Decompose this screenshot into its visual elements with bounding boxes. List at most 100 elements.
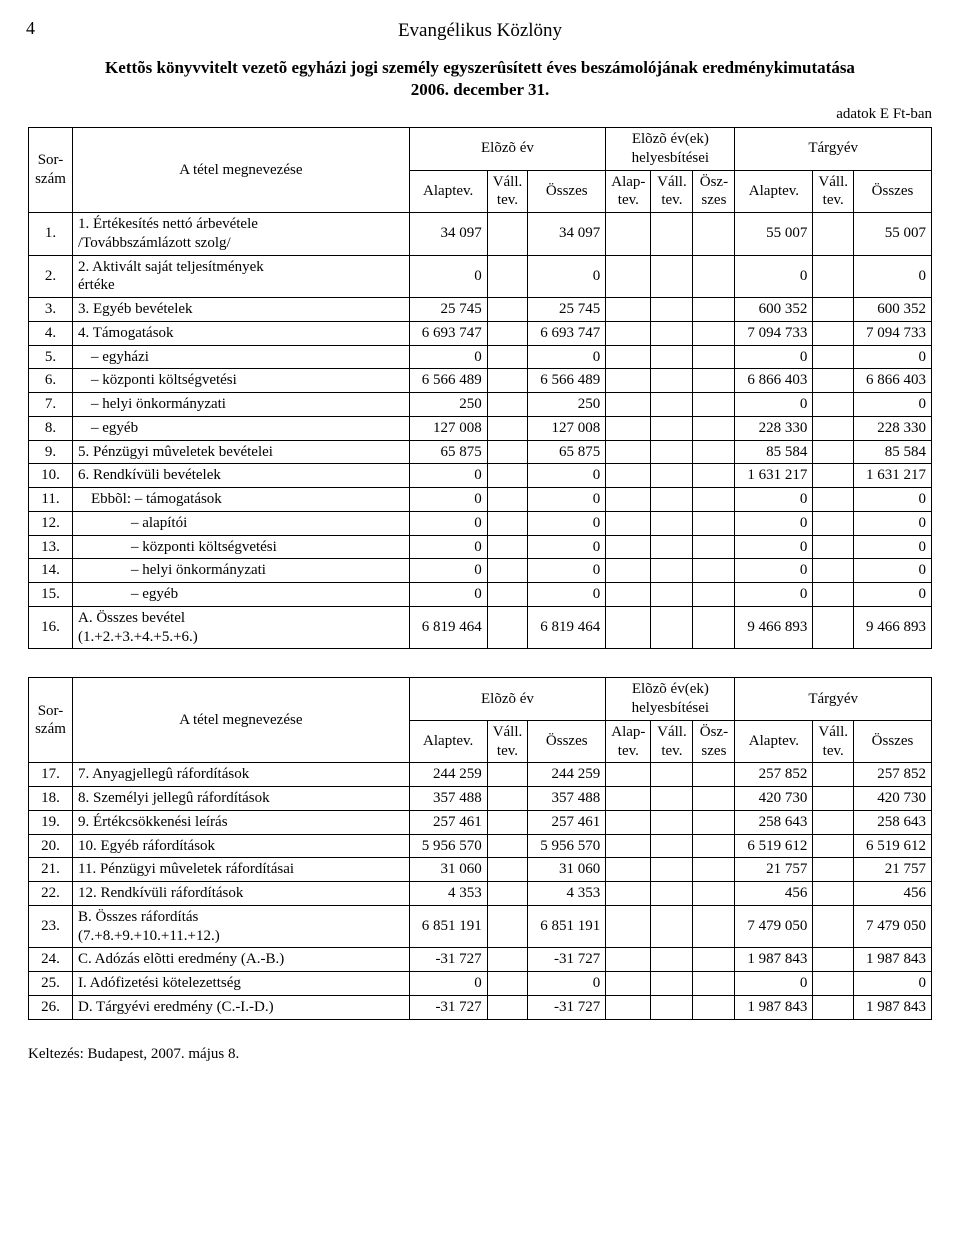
row-name: 10. Egyéb ráfordítások <box>73 834 410 858</box>
prev-alaptev: 0 <box>409 972 487 996</box>
corr-vall <box>651 298 693 322</box>
corr-vall <box>651 488 693 512</box>
corr-osszes <box>693 948 735 972</box>
col-prev-osszes: Összes <box>528 720 606 763</box>
targy-vall <box>813 464 854 488</box>
targy-vall <box>813 995 854 1019</box>
table-row: 14.– helyi önkormányzati0000 <box>29 559 932 583</box>
targy-vall <box>813 345 854 369</box>
prev-alaptev: 25 745 <box>409 298 487 322</box>
corr-vall <box>651 858 693 882</box>
corr-alaptev <box>606 440 651 464</box>
colgroup-helyesbites: Elõzõ év(ek)helyesbítései <box>606 678 735 721</box>
colgroup-elozo-ev: Elõzõ év <box>409 678 606 721</box>
targy-osszes: 7 094 733 <box>854 321 932 345</box>
col-corr-vall: Váll.tev. <box>651 720 693 763</box>
col-targy-alaptev: Alaptev. <box>735 720 813 763</box>
row-name: B. Összes ráfordítás(7.+8.+9.+10.+11.+12… <box>73 905 410 948</box>
row-number: 3. <box>29 298 73 322</box>
colgroup-targyev: Tárgyév <box>735 678 932 721</box>
prev-osszes: 257 461 <box>528 810 606 834</box>
prev-vall <box>487 298 528 322</box>
targy-alaptev: 1 987 843 <box>735 995 813 1019</box>
targy-alaptev: 600 352 <box>735 298 813 322</box>
prev-vall <box>487 369 528 393</box>
col-prev-alaptev: Alaptev. <box>409 720 487 763</box>
targy-vall <box>813 535 854 559</box>
corr-alaptev <box>606 213 651 256</box>
targy-alaptev: 228 330 <box>735 416 813 440</box>
prev-alaptev: 0 <box>409 345 487 369</box>
corr-alaptev <box>606 606 651 649</box>
corr-vall <box>651 345 693 369</box>
col-corr-alaptev: Alap-tev. <box>606 170 651 213</box>
prev-osszes: 0 <box>528 345 606 369</box>
row-name: Ebbõl: – támogatások <box>73 488 410 512</box>
prev-vall <box>487 583 528 607</box>
targy-alaptev: 0 <box>735 488 813 512</box>
targy-osszes: 21 757 <box>854 858 932 882</box>
targy-osszes: 6 519 612 <box>854 834 932 858</box>
targy-osszes: 456 <box>854 882 932 906</box>
targy-osszes: 7 479 050 <box>854 905 932 948</box>
corr-vall <box>651 995 693 1019</box>
unit-note: adatok E Ft-ban <box>28 106 932 123</box>
prev-vall <box>487 787 528 811</box>
prev-vall <box>487 416 528 440</box>
corr-vall <box>651 255 693 298</box>
prev-alaptev: 250 <box>409 393 487 417</box>
targy-osszes: 55 007 <box>854 213 932 256</box>
targy-alaptev: 0 <box>735 511 813 535</box>
col-tetel: A tétel megnevezése <box>73 128 410 213</box>
corr-alaptev <box>606 535 651 559</box>
income-table: Sor-számA tétel megnevezéseElõzõ évElõzõ… <box>28 127 932 649</box>
prev-vall <box>487 948 528 972</box>
targy-osszes: 0 <box>854 393 932 417</box>
prev-vall <box>487 535 528 559</box>
targy-alaptev: 0 <box>735 393 813 417</box>
prev-vall <box>487 834 528 858</box>
corr-vall <box>651 583 693 607</box>
corr-alaptev <box>606 858 651 882</box>
targy-osszes: 0 <box>854 488 932 512</box>
row-number: 14. <box>29 559 73 583</box>
prev-osszes: 0 <box>528 255 606 298</box>
targy-vall <box>813 255 854 298</box>
targy-vall <box>813 763 854 787</box>
prev-osszes: -31 727 <box>528 948 606 972</box>
col-prev-alaptev: Alaptev. <box>409 170 487 213</box>
row-name: C. Adózás elõtti eredmény (A.-B.) <box>73 948 410 972</box>
targy-vall <box>813 882 854 906</box>
prev-osszes: 250 <box>528 393 606 417</box>
corr-vall <box>651 416 693 440</box>
targy-osszes: 0 <box>854 345 932 369</box>
targy-alaptev: 21 757 <box>735 858 813 882</box>
col-sorszam: Sor-szám <box>29 678 73 763</box>
prev-vall <box>487 464 528 488</box>
row-number: 9. <box>29 440 73 464</box>
colgroup-elozo-ev: Elõzõ év <box>409 128 606 171</box>
targy-vall <box>813 393 854 417</box>
row-name: – egyházi <box>73 345 410 369</box>
targy-vall <box>813 416 854 440</box>
prev-osszes: 6 819 464 <box>528 606 606 649</box>
prev-osszes: 5 956 570 <box>528 834 606 858</box>
row-number: 21. <box>29 858 73 882</box>
corr-osszes <box>693 321 735 345</box>
targy-alaptev: 0 <box>735 559 813 583</box>
row-name: D. Tárgyévi eredmény (C.-I.-D.) <box>73 995 410 1019</box>
targy-alaptev: 6 519 612 <box>735 834 813 858</box>
targy-alaptev: 6 866 403 <box>735 369 813 393</box>
prev-osszes: 0 <box>528 559 606 583</box>
prev-alaptev: 6 851 191 <box>409 905 487 948</box>
corr-vall <box>651 535 693 559</box>
prev-osszes: 4 353 <box>528 882 606 906</box>
row-number: 4. <box>29 321 73 345</box>
targy-vall <box>813 559 854 583</box>
corr-vall <box>651 321 693 345</box>
targy-vall <box>813 810 854 834</box>
targy-osszes: 1 987 843 <box>854 948 932 972</box>
corr-vall <box>651 393 693 417</box>
targy-vall <box>813 606 854 649</box>
targy-vall <box>813 905 854 948</box>
